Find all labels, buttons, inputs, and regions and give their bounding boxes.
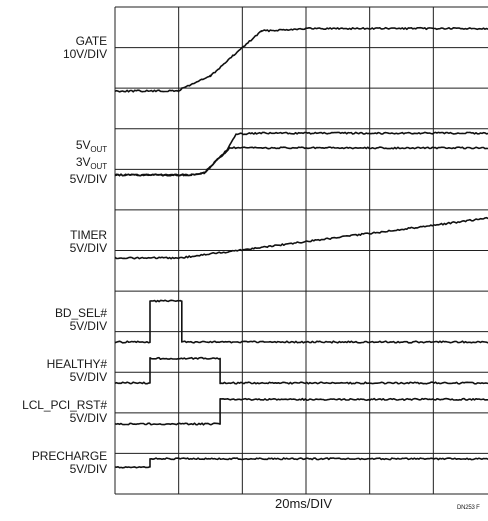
figure-id: DN253 F bbox=[457, 505, 480, 511]
precharge-name: PRECHARGE bbox=[31, 449, 107, 463]
timer-name: TIMER bbox=[70, 228, 107, 242]
bdsel-scale: 5V/DIV bbox=[69, 319, 108, 333]
rst-label: LCL_PCI_RST# 5V/DIV bbox=[22, 399, 107, 425]
v3out-prefix: 3V bbox=[75, 155, 91, 169]
rst-name: LCL_PCI_RST# bbox=[22, 398, 107, 412]
v3out-name: 3VOUT bbox=[70, 156, 107, 173]
v5out-name: 5VOUT bbox=[70, 139, 107, 156]
v5out-subscript: OUT bbox=[90, 145, 107, 154]
trace-healthy bbox=[114, 356, 488, 385]
healthy-label: HEALTHY# 5V/DIV bbox=[47, 358, 107, 384]
trace-bd-sel bbox=[114, 299, 488, 344]
traces bbox=[114, 26, 488, 469]
v3out-subscript: OUT bbox=[90, 162, 107, 171]
timer-label: TIMER 5V/DIV bbox=[69, 228, 108, 255]
rst-scale: 5V/DIV bbox=[69, 411, 108, 425]
precharge-scale: 5V/DIV bbox=[69, 462, 108, 476]
vout-label: 5VOUT 3VOUT 5V/DIV bbox=[69, 139, 108, 186]
v5out-prefix: 5V bbox=[75, 138, 91, 152]
bdsel-label: BD_SEL# 5V/DIV bbox=[55, 307, 107, 333]
gate-name: GATE bbox=[75, 34, 107, 48]
trace-3vout bbox=[114, 146, 488, 177]
timebase-label: 20ms/DIV bbox=[275, 496, 333, 511]
gate-scale: 10V/DIV bbox=[63, 47, 107, 61]
healthy-scale: 5V/DIV bbox=[69, 370, 108, 384]
precharge-label: PRECHARGE 5V/DIV bbox=[32, 450, 107, 476]
timer-scale: 5V/DIV bbox=[69, 241, 108, 255]
vout-scale: 5V/DIV bbox=[69, 172, 108, 186]
trace-gate bbox=[114, 26, 488, 93]
bdsel-name: BD_SEL# bbox=[55, 306, 107, 320]
healthy-name: HEALTHY# bbox=[46, 357, 107, 371]
trace-lcl-pci-rst bbox=[114, 397, 488, 426]
gate-label: GATE 10V/DIV bbox=[63, 35, 107, 61]
trace-timer bbox=[114, 216, 488, 260]
grid bbox=[114, 6, 488, 495]
trace-precharge bbox=[114, 457, 488, 469]
